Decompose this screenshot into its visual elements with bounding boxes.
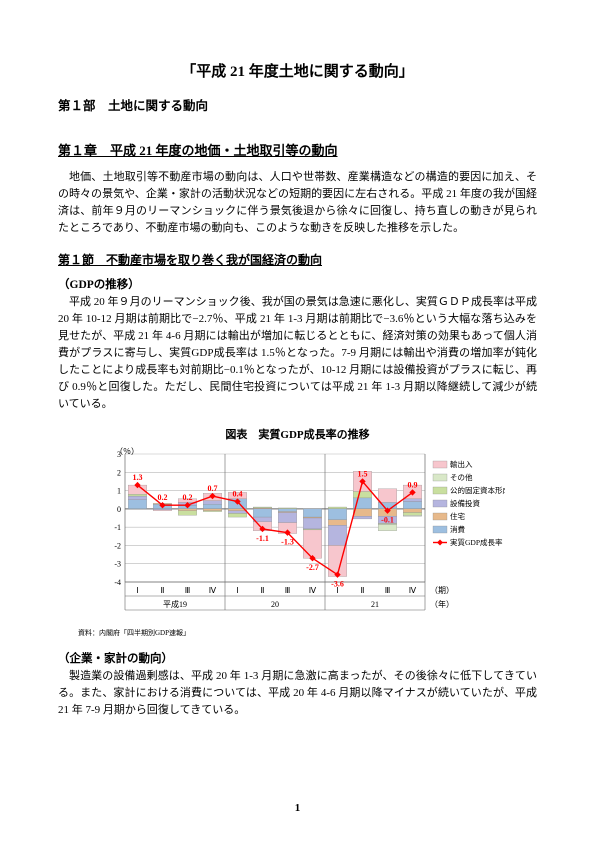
page-number: 1 xyxy=(0,802,595,814)
svg-text:Ⅰ: Ⅰ xyxy=(336,586,338,595)
svg-text:住宅: 住宅 xyxy=(450,511,465,521)
svg-text:20: 20 xyxy=(271,600,279,609)
svg-text:Ⅱ: Ⅱ xyxy=(261,586,265,595)
svg-text:Ⅲ: Ⅲ xyxy=(185,586,191,595)
svg-text:（％）: （％） xyxy=(115,447,139,456)
svg-text:Ⅱ: Ⅱ xyxy=(361,586,365,595)
svg-text:Ⅳ: Ⅳ xyxy=(409,586,417,595)
svg-text:0: 0 xyxy=(117,504,121,513)
svg-text:Ⅲ: Ⅲ xyxy=(385,586,391,595)
svg-text:平成19: 平成19 xyxy=(163,599,187,609)
paragraph-3: 製造業の設備過剰感は、平成 20 年 1-3 月期に急激に高まったが、その後徐々… xyxy=(58,668,537,719)
part-heading: 第１部 土地に関する動向 xyxy=(58,95,537,114)
chart-source: 資料：内閣府「四半期別GDP速報」 xyxy=(78,628,537,638)
gdp-chart: -4-3-2-10123（％）1.30.20.20.70.4-1.1-1.3-2… xyxy=(90,446,505,621)
section-1-heading: 第１節 不動産市場を取り巻く我が国経済の動向 xyxy=(58,251,537,268)
svg-text:実質GDP成長率: 実質GDP成長率 xyxy=(450,537,503,547)
svg-text:2: 2 xyxy=(117,468,121,477)
svg-text:設備投資: 設備投資 xyxy=(450,498,480,508)
subhead-corp: （企業・家計の動向） xyxy=(58,650,537,666)
chart-title: 図表 実質GDP成長率の推移 xyxy=(58,426,537,442)
svg-text:-1: -1 xyxy=(114,523,121,532)
svg-text:-0.1: -0.1 xyxy=(381,515,394,524)
svg-text:Ⅰ: Ⅰ xyxy=(136,586,138,595)
svg-text:1.3: 1.3 xyxy=(133,473,143,482)
chapter-heading: 第１章 平成 21 年度の地価・土地取引等の動向 xyxy=(58,140,537,159)
svg-text:-1.1: -1.1 xyxy=(256,533,269,542)
svg-text:0.2: 0.2 xyxy=(183,493,193,502)
subhead-gdp: （GDPの推移） xyxy=(58,276,537,292)
svg-text:（期）: （期） xyxy=(430,586,454,595)
svg-text:0.4: 0.4 xyxy=(233,489,243,498)
svg-text:Ⅲ: Ⅲ xyxy=(285,586,291,595)
svg-text:0.9: 0.9 xyxy=(408,480,418,489)
page-title: 「平成 21 年度土地に関する動向」 xyxy=(58,60,537,81)
svg-text:21: 21 xyxy=(371,600,379,609)
svg-text:公的固定資本形成: 公的固定資本形成 xyxy=(450,485,505,495)
svg-text:Ⅰ: Ⅰ xyxy=(236,586,238,595)
svg-text:Ⅳ: Ⅳ xyxy=(309,586,317,595)
svg-text:輸出入: 輸出入 xyxy=(450,459,473,469)
paragraph-2: 平成 20 年９月のリーマンショック後、我が国の景気は急速に悪化し、実質ＧＤＰ成… xyxy=(58,294,537,413)
svg-text:-2.7: -2.7 xyxy=(306,563,319,572)
svg-text:その他: その他 xyxy=(450,472,473,482)
svg-text:（年）: （年） xyxy=(430,599,454,609)
svg-text:0.2: 0.2 xyxy=(158,493,168,502)
svg-text:0.7: 0.7 xyxy=(208,484,218,493)
svg-text:1: 1 xyxy=(117,486,121,495)
svg-text:Ⅱ: Ⅱ xyxy=(161,586,165,595)
svg-text:-1.3: -1.3 xyxy=(281,537,294,546)
svg-text:消費: 消費 xyxy=(450,524,465,534)
document-page: 「平成 21 年度土地に関する動向」 第１部 土地に関する動向 第１章 平成 2… xyxy=(0,0,595,842)
svg-text:Ⅳ: Ⅳ xyxy=(209,586,217,595)
svg-text:1.5: 1.5 xyxy=(358,469,368,478)
paragraph-1: 地価、土地取引等不動産市場の動向は、人口や世帯数、産業構造などの構造的要因に加え… xyxy=(58,169,537,237)
svg-text:-4: -4 xyxy=(114,578,121,587)
svg-text:-3: -3 xyxy=(114,559,121,568)
svg-text:-2: -2 xyxy=(114,541,121,550)
